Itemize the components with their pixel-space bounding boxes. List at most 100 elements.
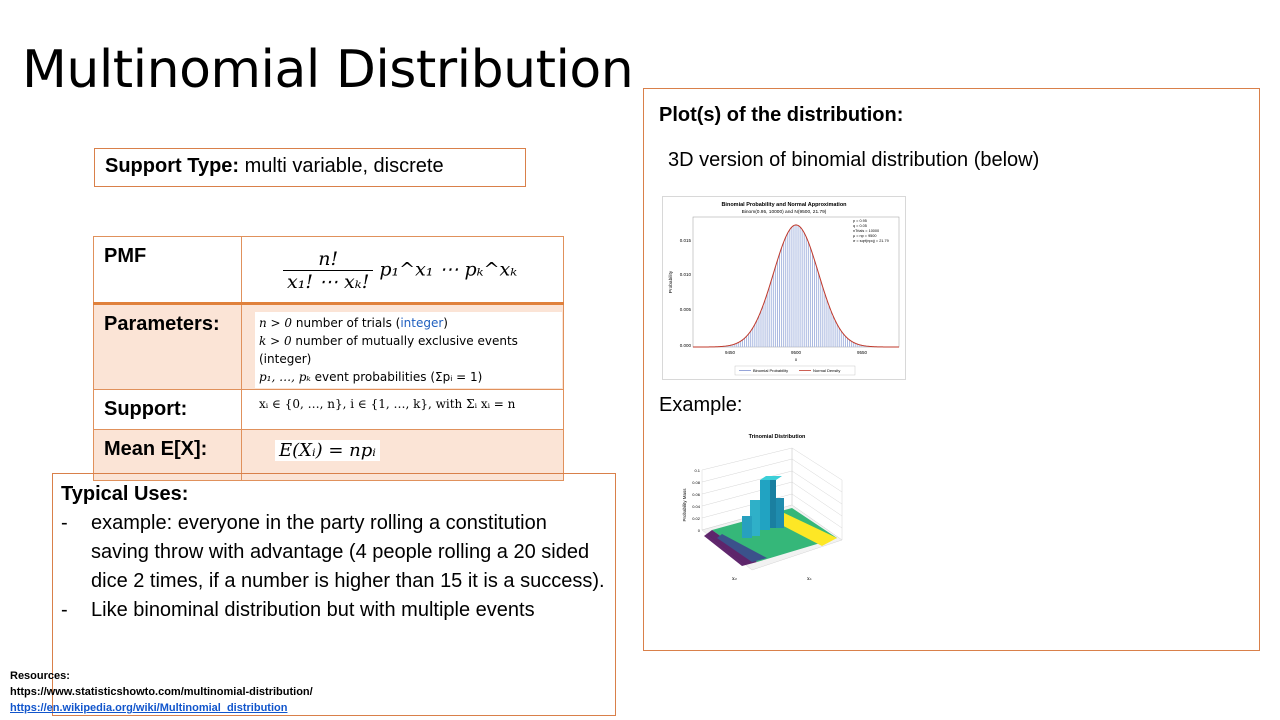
binomial-bar [727, 345, 729, 347]
binomial-bar [842, 333, 844, 347]
stat-line: nTrials = 10000 [853, 229, 879, 233]
binomial-bar [776, 260, 778, 347]
table-row-pmf: PMF n! x₁! ⋯ xₖ! p₁^x₁ ⋯ pₖ^xₖ [93, 236, 564, 305]
trinomial-surface-yellow [772, 512, 837, 546]
support-type-value: multi variable, discrete [244, 155, 444, 177]
binomial-bar [764, 299, 766, 347]
support-label: Support: [93, 389, 242, 430]
binomial-bar [752, 327, 754, 347]
binomial-x-ticks: 9450 9500 9550 [725, 350, 868, 355]
binomial-bar [746, 336, 748, 347]
stat-line: p = 0.95 [853, 219, 867, 223]
z-tick-label: 0.04 [692, 504, 701, 509]
param-text: number of mutually exclusive events (int… [259, 334, 518, 366]
binomial-bar [779, 253, 781, 347]
resources: Resources: https://www.statisticshowto.c… [10, 668, 313, 716]
binomial-bar [774, 266, 776, 347]
binomial-bar [768, 287, 770, 347]
support-formula: xᵢ ∈ {0, …, n}, i ∈ {1, …, k}, with Σᵢ x… [255, 397, 520, 411]
binomial-bar [826, 299, 828, 347]
param-math: k > 0 [259, 334, 292, 348]
binomial-bar [758, 315, 760, 347]
trinomial-surface-dark [704, 530, 757, 566]
trinomial-x2-label: x₂ [732, 576, 737, 582]
param-text: event probabilities (Σpᵢ = 1) [314, 370, 483, 384]
x-tick-label: 9450 [725, 350, 736, 355]
binomial-bar [729, 345, 731, 347]
binomial-bar [801, 229, 803, 347]
binomial-bar [787, 232, 789, 347]
typical-uses-list: example: everyone in the party rolling a… [61, 509, 607, 625]
binomial-bar [770, 280, 772, 347]
binomial-bar [754, 324, 756, 347]
resource-link-wikipedia[interactable]: https://en.wikipedia.org/wiki/Multinomia… [10, 702, 288, 714]
binomial-bar [805, 237, 807, 347]
pmf-label: PMF [93, 236, 242, 305]
binomial-chart-subtitle: Binom(0.95, 10000) and N(9500, 21.79) [742, 209, 827, 215]
pmf-cell: n! x₁! ⋯ xₖ! p₁^x₁ ⋯ pₖ^xₖ [241, 236, 564, 305]
binomial-bar [853, 342, 855, 347]
binomial-bar [814, 260, 816, 347]
param-line: p₁, …, pₖ event probabilities (Σpᵢ = 1) [259, 368, 558, 386]
binomial-bar [737, 342, 739, 347]
binomial-bar [840, 331, 842, 347]
binomial-bar [851, 341, 853, 347]
binomial-chart-title: Binomial Probability and Normal Approxim… [721, 202, 847, 208]
support-cell: xᵢ ∈ {0, …, n}, i ∈ {1, …, k}, with Σᵢ x… [241, 389, 564, 430]
list-item: example: everyone in the party rolling a… [61, 509, 607, 596]
trinomial-chart-image: Trinomial Distribution 0.1 0.08 0.06 0.0… [672, 430, 862, 590]
binomial-bar [783, 242, 785, 347]
parameters-label: Parameters: [93, 303, 242, 390]
trinomial-z-ticks: 0.1 0.08 0.06 0.04 0.02 0 [692, 468, 701, 533]
binomial-bar [807, 242, 809, 347]
binomial-bar [832, 315, 834, 347]
binomial-bar [859, 344, 861, 347]
z-tick-label: 0.02 [692, 516, 701, 521]
pmf-formula-probabilities: p₁^x₁ ⋯ pₖ^xₖ [379, 258, 518, 281]
binomial-bar [863, 345, 865, 347]
parameters-cell: n > 0 number of trials (integer) k > 0 n… [241, 303, 564, 390]
stat-line: σ = sqrt(npq) = 21.79 [853, 239, 889, 243]
binomial-bar [822, 287, 824, 347]
binomial-bar [772, 273, 774, 347]
binomial-bar [855, 343, 857, 347]
trinomial-chart-svg: Trinomial Distribution 0.1 0.08 0.06 0.0… [682, 434, 843, 582]
binomial-bar [824, 293, 826, 347]
binomial-bar [816, 266, 818, 347]
mean-cell: E(Xᵢ) = npᵢ [241, 429, 564, 481]
binomial-bar [756, 320, 758, 347]
x-tick-label: 9550 [857, 350, 868, 355]
plots-panel [643, 88, 1260, 651]
properties-table: PMF n! x₁! ⋯ xₖ! p₁^x₁ ⋯ pₖ^xₖ Parameter… [93, 236, 564, 481]
binomial-bar [830, 310, 832, 347]
list-item: Like binominal distribution but with mul… [61, 596, 607, 625]
z-tick-label: 0.06 [692, 492, 701, 497]
normal-density-curve [693, 224, 899, 348]
binomial-bar [793, 225, 795, 347]
slide-title: Multinomial Distribution [22, 40, 634, 100]
support-type-box: Support Type: multi variable, discrete [94, 148, 526, 187]
binomial-bar [838, 327, 840, 347]
binomial-bar [797, 225, 799, 347]
resource-link-statisticshowto[interactable]: https://www.statisticshowto.com/multinom… [10, 686, 313, 698]
z-tick-label: 0 [698, 528, 701, 533]
legend-binomial-label: Binomial Probability [753, 368, 788, 373]
plots-subheading: 3D version of binomial distribution (bel… [668, 149, 1040, 171]
integer-link[interactable]: integer [400, 316, 444, 330]
table-row-mean: Mean E[X]: E(Xᵢ) = npᵢ [93, 429, 564, 481]
stat-line: μ = np = 9500 [853, 234, 877, 238]
binomial-bar [811, 253, 813, 347]
binomial-bar [834, 320, 836, 347]
y-tick-label: 0.010 [680, 272, 692, 277]
table-row-support: Support: xᵢ ∈ {0, …, n}, i ∈ {1, …, k}, … [93, 389, 564, 430]
binomial-bar [735, 343, 737, 347]
param-math: n > 0 [259, 316, 293, 330]
binomial-chart-image: Binomial Probability and Normal Approxim… [662, 196, 906, 380]
binomial-bar [849, 339, 851, 347]
binomial-bar [818, 273, 820, 347]
stat-line: q = 0.05 [853, 224, 867, 228]
binomial-bar [799, 226, 801, 347]
mean-formula: E(Xᵢ) = npᵢ [275, 440, 380, 461]
trinomial-chart-title: Trinomial Distribution [749, 434, 806, 440]
binomial-bar [744, 338, 745, 347]
